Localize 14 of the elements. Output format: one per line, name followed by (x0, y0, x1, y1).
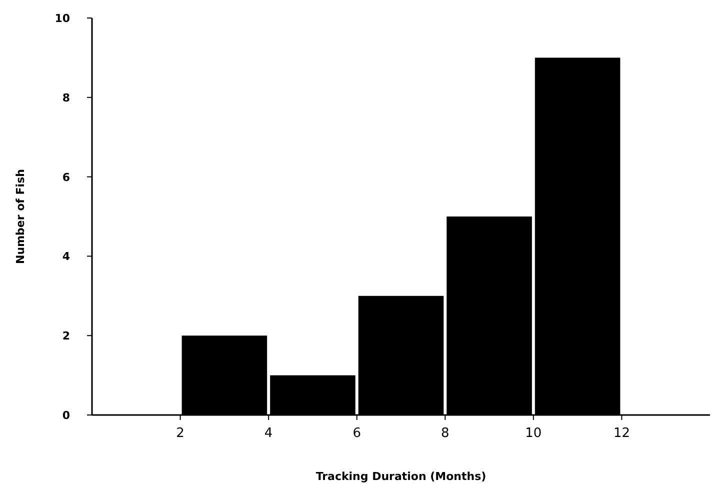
x-tick-label: 12 (613, 426, 630, 441)
x-tick-label: 10 (525, 426, 542, 441)
x-axis-title: Tracking Duration (Months) (316, 470, 486, 483)
x-tick-label: 2 (176, 426, 184, 441)
x-tick-label: 6 (352, 426, 361, 441)
y-tick-label: 2 (62, 330, 70, 343)
y-tick-label: 6 (62, 170, 70, 184)
y-tick-label: 0 (62, 409, 70, 422)
x-tick-label: 4 (264, 426, 273, 441)
y-tick-label: 8 (62, 91, 70, 104)
x-tick-label: 8 (441, 426, 450, 441)
y-axis-title: Number of Fish (14, 169, 27, 264)
y-tick-label: 4 (62, 250, 70, 264)
y-tick-label: 10 (54, 12, 70, 25)
